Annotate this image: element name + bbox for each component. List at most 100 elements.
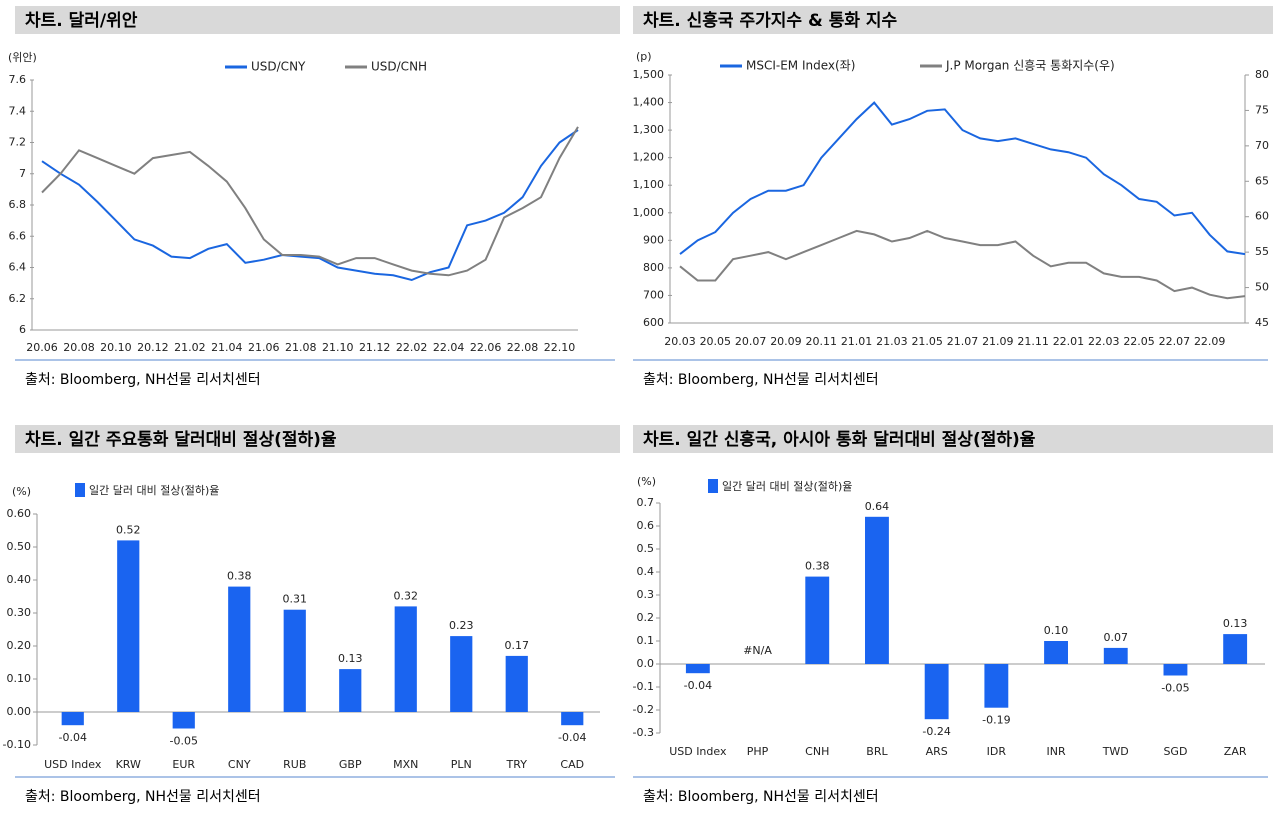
- y-tick-label: 7.6: [9, 73, 27, 86]
- x-tick-label: PHP: [747, 745, 769, 758]
- x-tick-label: ZAR: [1224, 745, 1247, 758]
- data-label: 0.13: [338, 652, 363, 665]
- x-tick-label: CNH: [805, 745, 829, 758]
- panel-title: 차트. 일간 주요통화 달러대비 절상(절하)율: [25, 429, 337, 450]
- y-tick-label: 1,100: [633, 178, 665, 191]
- x-tick-label: 20.05: [700, 335, 732, 348]
- bar: [394, 606, 417, 712]
- source-note: 출처: Bloomberg, NH선물 리서치센터: [25, 372, 261, 388]
- header-bar: [633, 425, 1273, 453]
- bar: [1044, 641, 1068, 664]
- x-tick-label: 22.06: [470, 341, 502, 354]
- x-tick-label: MXN: [393, 758, 418, 771]
- legend-label: MSCI-EM Index(좌): [746, 59, 855, 73]
- y-tick-label: 55: [1255, 245, 1269, 258]
- y-tick-label: 1,300: [633, 123, 665, 136]
- y-tick-label: 0.6: [637, 519, 655, 532]
- y-tick-label: 1,400: [633, 96, 665, 109]
- y-tick-label: 0.5: [637, 542, 655, 555]
- y-tick-label: 6.2: [9, 292, 27, 305]
- data-label: -0.04: [684, 679, 712, 692]
- x-tick-label: 20.06: [26, 341, 58, 354]
- bar: [1163, 664, 1188, 676]
- bar: [61, 712, 84, 726]
- y-tick-label: 0.4: [637, 565, 655, 578]
- y-tick-label: 600: [643, 316, 664, 329]
- header-bar: [15, 6, 620, 34]
- bar: [172, 712, 195, 729]
- y-tick-label: 0.60: [7, 507, 32, 520]
- legend-label: USD/CNH: [371, 60, 427, 74]
- legend-swatch: [75, 483, 85, 497]
- y-tick-label: 6: [19, 323, 26, 336]
- x-tick-label: 21.03: [876, 335, 908, 348]
- bar: [450, 636, 473, 712]
- series-line: [679, 101, 1246, 256]
- y-tick-label: 0.00: [7, 705, 32, 718]
- x-tick-label: ARS: [926, 745, 948, 758]
- x-tick-label: 22.08: [507, 341, 539, 354]
- x-tick-label: 22.03: [1088, 335, 1120, 348]
- x-tick-label: SGD: [1163, 745, 1187, 758]
- x-tick-label: 22.02: [396, 341, 428, 354]
- y-tick-label: 7.4: [9, 104, 27, 117]
- x-tick-label: 20.11: [806, 335, 838, 348]
- y-tick-label: 800: [643, 261, 664, 274]
- x-tick-label: GBP: [339, 758, 362, 771]
- bar: [283, 609, 306, 712]
- y-tick-label: 1,500: [633, 68, 665, 81]
- x-tick-label: 22.09: [1194, 335, 1226, 348]
- x-tick-label: 20.09: [770, 335, 802, 348]
- x-tick-label: PLN: [451, 758, 472, 771]
- source-note: 출처: Bloomberg, NH선물 리서치센터: [643, 372, 879, 388]
- x-tick-label: 21.10: [322, 341, 354, 354]
- bar: [685, 664, 710, 674]
- panel-title: 차트. 신흥국 주가지수 & 통화 지수: [643, 10, 898, 31]
- y-unit: (위안): [8, 51, 37, 64]
- bar: [561, 712, 584, 726]
- legend-label: 일간 달러 대비 절상(절하)율: [722, 479, 852, 493]
- legend-label: USD/CNY: [251, 60, 306, 74]
- x-tick-label: CAD: [560, 758, 584, 771]
- y-unit: (%): [637, 475, 656, 488]
- x-tick-label: 21.02: [174, 341, 206, 354]
- y-tick-label: 0.1: [637, 634, 655, 647]
- x-tick-label: 21.01: [841, 335, 873, 348]
- data-label: -0.19: [982, 714, 1010, 727]
- data-label: 0.07: [1104, 631, 1129, 644]
- y-tick-label: 700: [643, 288, 664, 301]
- y-tick-label: 75: [1255, 103, 1269, 116]
- y-tick-label: 0.20: [7, 639, 32, 652]
- x-tick-label: CNY: [228, 758, 251, 771]
- data-label: -0.05: [1161, 682, 1189, 695]
- data-label: 0.52: [116, 523, 141, 536]
- x-tick-label: 20.03: [664, 335, 696, 348]
- y-tick-label: 50: [1255, 281, 1269, 294]
- x-tick-label: 22.10: [544, 341, 576, 354]
- bar: [984, 664, 1009, 708]
- y-tick-label: 80: [1255, 68, 1269, 81]
- x-tick-label: 21.08: [285, 341, 317, 354]
- data-label: 0.17: [505, 639, 530, 652]
- y-unit: (%): [12, 485, 31, 498]
- x-tick-label: INR: [1046, 745, 1065, 758]
- y-tick-label: 0.40: [7, 573, 32, 586]
- bar: [228, 586, 251, 712]
- bar: [117, 540, 140, 712]
- y-tick-label: 45: [1255, 316, 1269, 329]
- source-note: 출처: Bloomberg, NH선물 리서치센터: [25, 789, 261, 805]
- y-tick-label: 6.8: [9, 198, 27, 211]
- x-tick-label: EUR: [172, 758, 195, 771]
- bar: [505, 655, 528, 712]
- y-tick-label: 1,200: [633, 151, 665, 164]
- x-tick-label: 22.04: [433, 341, 465, 354]
- data-label: -0.04: [558, 731, 586, 744]
- x-tick-label: 21.12: [359, 341, 391, 354]
- x-tick-label: TWD: [1102, 745, 1129, 758]
- data-label: -0.04: [59, 731, 87, 744]
- y-tick-label: 60: [1255, 210, 1269, 223]
- x-tick-label: IDR: [987, 745, 1007, 758]
- x-tick-label: 21.11: [1017, 335, 1049, 348]
- y-tick-label: 0.2: [637, 611, 655, 624]
- source-note: 출처: Bloomberg, NH선물 리서치센터: [643, 789, 879, 805]
